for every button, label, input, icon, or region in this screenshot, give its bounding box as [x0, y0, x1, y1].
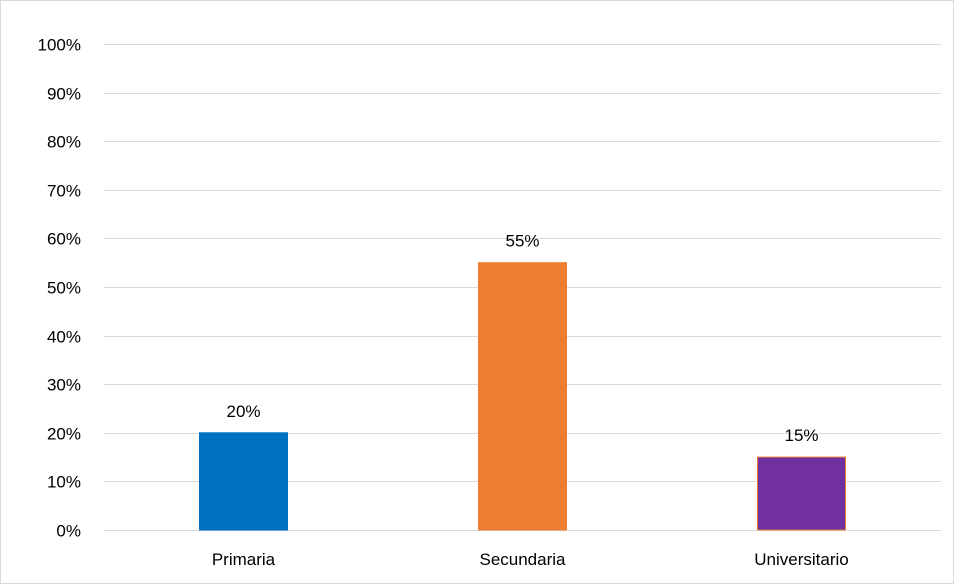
bar-secundaria — [478, 262, 567, 531]
data-label: 55% — [505, 232, 539, 251]
y-tick-label: 80% — [47, 133, 81, 152]
y-tick-label: 50% — [47, 279, 81, 298]
y-tick-label: 40% — [47, 328, 81, 347]
x-category-label: Universitario — [754, 550, 848, 569]
x-axis-category-labels: Primaria Secundaria Universitario — [212, 550, 849, 569]
data-label: 20% — [226, 402, 260, 421]
bars — [199, 262, 846, 531]
data-labels: 20% 55% 15% — [226, 232, 818, 445]
x-category-label: Primaria — [212, 550, 276, 569]
x-category-label: Secundaria — [479, 550, 566, 569]
bar-primaria — [199, 432, 288, 531]
y-tick-label: 20% — [47, 425, 81, 444]
y-tick-label: 100% — [38, 36, 81, 55]
bar-universitario — [757, 456, 846, 531]
y-tick-label: 60% — [47, 230, 81, 249]
y-tick-label: 0% — [56, 522, 81, 541]
y-tick-label: 90% — [47, 85, 81, 104]
y-axis-tick-labels: 0% 10% 20% 30% 40% 50% 60% 70% 80% 90% 100% — [38, 36, 81, 541]
y-tick-label: 30% — [47, 376, 81, 395]
y-tick-label: 10% — [47, 473, 81, 492]
data-label: 15% — [784, 426, 818, 445]
y-tick-label: 70% — [47, 182, 81, 201]
